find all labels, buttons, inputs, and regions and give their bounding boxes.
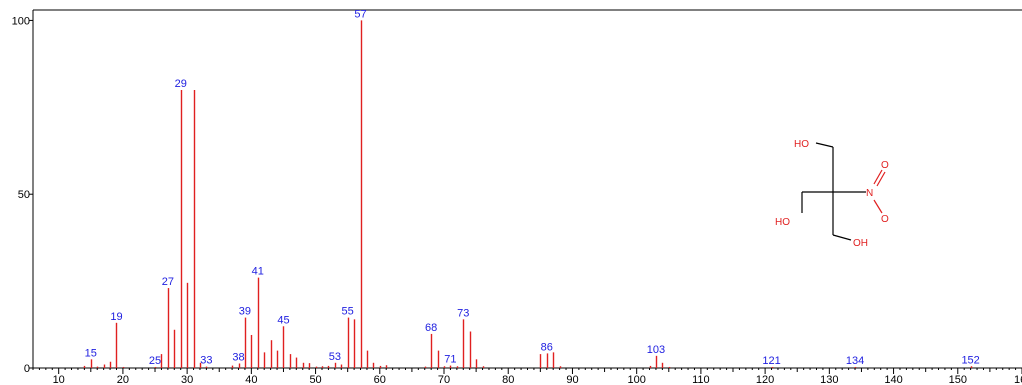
atom-label-ho-top: HO <box>794 139 809 150</box>
peak-label: 39 <box>239 306 251 318</box>
y-tick-label: 50 <box>18 189 30 201</box>
peak-label: 68 <box>425 322 437 334</box>
x-tick-label: 80 <box>502 374 514 385</box>
peak-label: 53 <box>329 351 341 363</box>
y-tick-label: 100 <box>12 15 30 27</box>
peak-label: 27 <box>162 276 174 288</box>
y-tick-label: 0 <box>24 363 30 375</box>
x-tick-label: 120 <box>756 374 774 385</box>
x-tick-label: 20 <box>117 374 129 385</box>
bond <box>873 169 883 185</box>
bond <box>873 199 883 214</box>
bond <box>815 142 834 148</box>
peak-label: 15 <box>85 347 97 359</box>
x-tick-label: 70 <box>438 374 450 385</box>
peak-label: 41 <box>252 266 264 278</box>
atom-label-oh-right: OH <box>853 238 868 249</box>
x-tick-label: 90 <box>566 374 578 385</box>
x-tick-label: 50 <box>309 374 321 385</box>
x-tick-label: 10 <box>53 374 65 385</box>
atom-label-o-bottom: O <box>881 214 889 225</box>
peak-label: 86 <box>541 341 553 353</box>
bond <box>876 171 886 187</box>
spectrum-peaks <box>83 20 973 368</box>
x-tick-label: 30 <box>181 374 193 385</box>
peak-label: 55 <box>342 306 354 318</box>
peak-labels: 15 19 25 27 29 33 38 39 41 45 53 55 57 68 71 73 86 103 121… <box>85 8 980 367</box>
peak-label: 73 <box>457 307 469 319</box>
peak-label: 45 <box>277 314 289 326</box>
x-tick-label: 140 <box>884 374 902 385</box>
x-tick-label: 100 <box>627 374 645 385</box>
x-tick-label: 60 <box>374 374 386 385</box>
peak-label: 19 <box>110 311 122 323</box>
y-axis-ticks: 0 50 100 <box>12 15 33 375</box>
peak-label: 121 <box>762 355 780 367</box>
peak-label: 57 <box>354 8 366 20</box>
atom-label-n: N <box>866 188 873 199</box>
x-tick-label: 150 <box>949 374 967 385</box>
x-tick-label: 16 <box>1014 374 1022 385</box>
x-tick-label: 110 <box>692 374 710 385</box>
peak-label: 25 <box>149 355 161 367</box>
peak-label: 71 <box>444 354 456 366</box>
atom-label-ho-left: HO <box>775 217 790 228</box>
bond <box>832 234 852 241</box>
peak-label: 152 <box>961 354 979 366</box>
x-tick-label: 40 <box>245 374 257 385</box>
peak-label: 29 <box>175 78 187 90</box>
tris-nitro-molecule-structure: HO N O O HO OH <box>775 139 889 249</box>
peak-label: 38 <box>232 351 244 363</box>
peak-label: 134 <box>846 355 864 367</box>
x-tick-label: 130 <box>820 374 838 385</box>
peak-label: 103 <box>647 344 665 356</box>
x-axis-ticks: 10 20 30 40 50 60 70 80 90 100 110 120 130 140 150 16 <box>32 368 1022 385</box>
atom-label-o-top: O <box>881 160 889 171</box>
peak-label: 33 <box>200 355 212 367</box>
